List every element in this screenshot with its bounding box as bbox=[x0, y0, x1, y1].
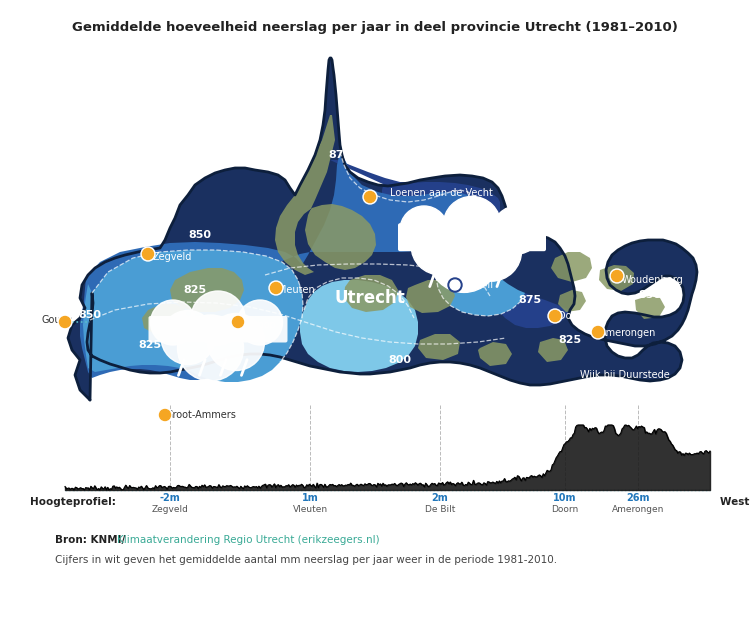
Polygon shape bbox=[170, 268, 244, 312]
Text: -2m: -2m bbox=[160, 493, 180, 503]
Polygon shape bbox=[418, 334, 460, 360]
Polygon shape bbox=[538, 338, 568, 362]
Text: West › Oost: 46km: West › Oost: 46km bbox=[720, 497, 751, 507]
Circle shape bbox=[412, 217, 469, 275]
Polygon shape bbox=[275, 115, 376, 275]
Circle shape bbox=[159, 409, 170, 421]
Polygon shape bbox=[68, 58, 697, 400]
Text: Cijfers in wit geven het gemiddelde aantal mm neerslag per jaar weer in de perio: Cijfers in wit geven het gemiddelde aant… bbox=[55, 555, 557, 565]
Circle shape bbox=[237, 300, 282, 345]
Text: 825: 825 bbox=[138, 340, 161, 350]
Polygon shape bbox=[344, 275, 398, 312]
Polygon shape bbox=[551, 252, 592, 282]
Circle shape bbox=[610, 269, 624, 283]
Text: Vleuten: Vleuten bbox=[278, 285, 315, 295]
Text: 825: 825 bbox=[183, 285, 207, 295]
Text: Zegveld: Zegveld bbox=[152, 506, 189, 514]
Text: 850: 850 bbox=[79, 310, 101, 320]
Text: 850: 850 bbox=[189, 230, 212, 240]
Circle shape bbox=[270, 282, 282, 294]
Circle shape bbox=[177, 315, 243, 381]
Polygon shape bbox=[330, 160, 574, 328]
Text: Benschop: Benschop bbox=[228, 320, 276, 330]
Text: De Bilt: De Bilt bbox=[425, 506, 455, 514]
Circle shape bbox=[461, 221, 522, 281]
Polygon shape bbox=[436, 235, 527, 316]
Text: Loenen aan de Vecht: Loenen aan de Vecht bbox=[390, 188, 493, 198]
FancyBboxPatch shape bbox=[398, 223, 546, 251]
Text: 825: 825 bbox=[559, 335, 581, 345]
Circle shape bbox=[150, 300, 195, 345]
Circle shape bbox=[207, 314, 264, 371]
Circle shape bbox=[161, 311, 215, 364]
Text: Doorn: Doorn bbox=[551, 506, 578, 514]
Circle shape bbox=[363, 190, 377, 204]
Text: 2m: 2m bbox=[432, 493, 448, 503]
Text: 850: 850 bbox=[638, 290, 662, 300]
Polygon shape bbox=[478, 342, 512, 366]
Circle shape bbox=[233, 316, 243, 328]
Text: Amerongen: Amerongen bbox=[612, 506, 664, 514]
Circle shape bbox=[443, 196, 501, 254]
Circle shape bbox=[429, 222, 499, 292]
Text: 900: 900 bbox=[477, 219, 503, 231]
Circle shape bbox=[448, 278, 462, 292]
Text: 800: 800 bbox=[388, 355, 412, 365]
Circle shape bbox=[593, 326, 604, 338]
Circle shape bbox=[548, 309, 562, 323]
Circle shape bbox=[231, 315, 245, 329]
Circle shape bbox=[59, 316, 71, 328]
Text: 26m: 26m bbox=[626, 493, 650, 503]
Text: Hoogteprofiel:: Hoogteprofiel: bbox=[30, 497, 116, 507]
Text: Gouda: Gouda bbox=[42, 315, 74, 325]
Circle shape bbox=[364, 191, 376, 202]
Text: 10m: 10m bbox=[553, 493, 577, 503]
Text: Groot-Ammers: Groot-Ammers bbox=[165, 410, 236, 420]
Circle shape bbox=[141, 247, 155, 261]
Polygon shape bbox=[406, 280, 455, 313]
Text: De Bilt: De Bilt bbox=[430, 256, 463, 266]
Circle shape bbox=[450, 280, 460, 290]
Circle shape bbox=[493, 206, 541, 254]
Circle shape bbox=[58, 315, 72, 329]
Text: 1m: 1m bbox=[302, 493, 318, 503]
Circle shape bbox=[269, 281, 283, 295]
Text: 875: 875 bbox=[518, 295, 541, 305]
Text: Wijk bij Duurstede: Wijk bij Duurstede bbox=[580, 370, 670, 380]
Text: KNMI: KNMI bbox=[468, 280, 493, 290]
Text: Vleuten: Vleuten bbox=[292, 506, 327, 514]
Polygon shape bbox=[83, 250, 303, 382]
Text: Utrecht: Utrecht bbox=[335, 289, 406, 307]
Text: Amerongen: Amerongen bbox=[600, 328, 656, 338]
Polygon shape bbox=[599, 265, 634, 291]
Text: Zegveld: Zegveld bbox=[153, 252, 192, 262]
Circle shape bbox=[158, 408, 172, 422]
Polygon shape bbox=[80, 152, 482, 380]
Circle shape bbox=[191, 291, 245, 345]
Circle shape bbox=[400, 206, 448, 254]
Text: Woudenberg: Woudenberg bbox=[622, 275, 683, 285]
Polygon shape bbox=[558, 290, 586, 312]
Polygon shape bbox=[635, 296, 665, 319]
Polygon shape bbox=[300, 280, 418, 372]
Text: 875: 875 bbox=[328, 150, 351, 160]
Text: Klimaatverandering Regio Utrecht (erikzeegers.nl): Klimaatverandering Regio Utrecht (erikze… bbox=[117, 535, 379, 545]
Text: Doorn: Doorn bbox=[558, 311, 587, 321]
Circle shape bbox=[550, 311, 560, 321]
Text: Bron: KNMI/: Bron: KNMI/ bbox=[55, 535, 129, 545]
Circle shape bbox=[611, 271, 623, 281]
Text: Gemiddelde hoeveelheid neerslag per jaar in deel provincie Utrecht (1981–2010): Gemiddelde hoeveelheid neerslag per jaar… bbox=[72, 21, 678, 34]
Circle shape bbox=[591, 325, 605, 339]
FancyBboxPatch shape bbox=[149, 316, 288, 342]
Polygon shape bbox=[408, 175, 575, 310]
Polygon shape bbox=[142, 304, 188, 334]
Circle shape bbox=[143, 249, 153, 259]
